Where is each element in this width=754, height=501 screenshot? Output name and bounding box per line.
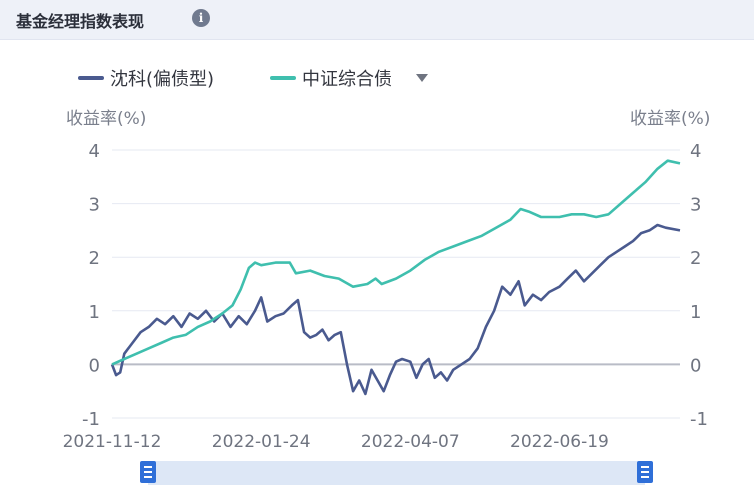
zoom-slider-track[interactable] xyxy=(148,461,645,485)
section-title: 基金经理指数表现 xyxy=(16,12,145,31)
y-tick-label-right: 2 xyxy=(690,248,701,269)
chevron-down-icon[interactable] xyxy=(416,74,428,82)
x-tick-label: 2022-06-19 xyxy=(510,432,609,452)
x-tick-label: 2021-11-12 xyxy=(63,432,162,452)
series-line-fund-manager xyxy=(110,223,681,396)
y-tick-label-right: 0 xyxy=(690,355,701,376)
right-axis-title: 收益率(%) xyxy=(630,109,711,129)
left-axis-title: 收益率(%) xyxy=(66,109,147,129)
legend-swatch xyxy=(270,76,296,80)
legend-label: 中证综合债 xyxy=(302,69,392,90)
chart-panel xyxy=(0,40,754,501)
drag-handle-icon xyxy=(641,466,649,478)
zoom-slider-right-handle[interactable] xyxy=(637,461,653,483)
x-tick-label: 2022-04-07 xyxy=(361,432,460,452)
drag-handle-icon xyxy=(144,466,152,478)
info-icon[interactable]: i xyxy=(192,9,210,27)
y-tick-label-left: -1 xyxy=(82,409,100,430)
y-tick-label-right: 4 xyxy=(690,141,701,162)
zoom-slider-left-handle[interactable] xyxy=(140,461,156,483)
section-header: 基金经理指数表现 i xyxy=(0,0,754,40)
y-tick-label-left: 3 xyxy=(89,195,100,216)
y-tick-label-right: 3 xyxy=(690,195,701,216)
y-tick-label-left: 2 xyxy=(89,248,100,269)
y-tick-label-right: -1 xyxy=(690,409,708,430)
x-tick-label: 2022-01-24 xyxy=(212,432,311,452)
legend-label: 沈科(偏债型) xyxy=(110,69,215,90)
y-tick-label-left: 0 xyxy=(89,355,100,376)
legend-swatch xyxy=(78,76,104,80)
legend-item-benchmark[interactable]: 中证综合债 xyxy=(270,66,392,90)
y-tick-label-right: 1 xyxy=(690,302,701,323)
y-tick-label-left: 4 xyxy=(89,141,100,162)
y-tick-label-left: 1 xyxy=(89,302,100,323)
legend-item-fund-manager[interactable]: 沈科(偏债型) xyxy=(78,66,214,90)
series-line-benchmark xyxy=(111,159,681,366)
